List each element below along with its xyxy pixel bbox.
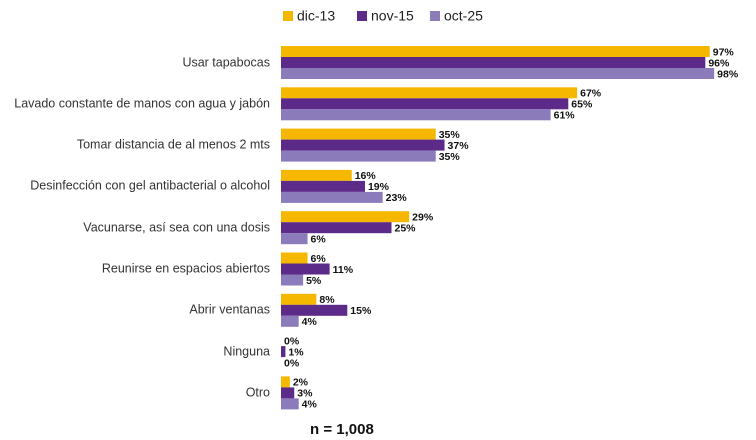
value-label: 96% (708, 57, 730, 69)
value-label: 29% (412, 211, 434, 223)
value-label: 2% (293, 377, 309, 389)
bar (281, 68, 715, 79)
bar (281, 346, 286, 358)
value-label: 15% (350, 305, 372, 317)
bar (281, 180, 365, 192)
category-label: Lavado constante de manos con agua y jab… (14, 96, 270, 111)
value-label: 97% (713, 46, 735, 58)
bar (281, 87, 578, 99)
bar (281, 233, 308, 245)
legend-swatch (430, 11, 440, 21)
category-label: Ninguna (223, 344, 270, 359)
category-label: Desinfección con gel antibacterial o alc… (30, 178, 270, 193)
bar (281, 398, 299, 410)
value-label: 67% (580, 88, 602, 100)
bar (281, 46, 710, 57)
bar (281, 57, 706, 68)
category-label: Vacunarse, así sea con una dosis (83, 220, 270, 235)
value-label: 37% (448, 140, 470, 152)
value-label: 61% (554, 110, 576, 122)
bar (281, 128, 436, 140)
value-label: 98% (717, 68, 739, 80)
value-label: 65% (571, 99, 593, 111)
legend-label: nov-15 (371, 8, 414, 24)
value-label: 16% (355, 170, 377, 182)
legend-label: oct-25 (444, 8, 483, 24)
value-label: 1% (288, 346, 304, 358)
value-label: 23% (386, 192, 408, 204)
bar (281, 263, 330, 275)
category-label: Usar tapabocas (182, 55, 270, 69)
bar (281, 139, 445, 151)
value-label: 5% (306, 275, 322, 287)
value-label: 3% (297, 388, 313, 400)
bar (281, 211, 410, 223)
bar (281, 222, 392, 234)
value-label: 25% (395, 222, 417, 234)
value-label: 6% (311, 233, 327, 245)
value-label: 0% (284, 357, 300, 369)
category-label: Reunirse en espacios abiertos (101, 261, 270, 276)
legend-swatch (357, 11, 367, 21)
bar (281, 150, 436, 162)
bar (281, 293, 317, 305)
annotation: n = 1,008 (310, 421, 374, 438)
bar (281, 387, 295, 399)
value-label: 8% (319, 294, 335, 306)
bar (281, 169, 352, 181)
bar (281, 274, 304, 286)
value-label: 6% (311, 253, 327, 265)
legend-swatch (283, 11, 293, 21)
value-label: 19% (368, 181, 390, 193)
bar (281, 315, 299, 327)
bar (281, 191, 383, 203)
legend-label: dic-13 (297, 8, 335, 24)
bar (281, 376, 290, 388)
bar (281, 98, 569, 110)
value-label: 35% (439, 129, 461, 141)
bar (281, 304, 348, 316)
value-label: 0% (284, 335, 300, 347)
category-label: Abrir ventanas (189, 302, 270, 317)
value-label: 11% (333, 264, 354, 276)
bar (281, 252, 308, 264)
value-label: 4% (302, 399, 318, 411)
value-label: 4% (302, 316, 318, 328)
category-label: Tomar distancia de al menos 2 mts (76, 137, 270, 152)
bar (281, 109, 551, 121)
value-label: 35% (439, 151, 461, 163)
category-label: Otro (245, 385, 270, 400)
